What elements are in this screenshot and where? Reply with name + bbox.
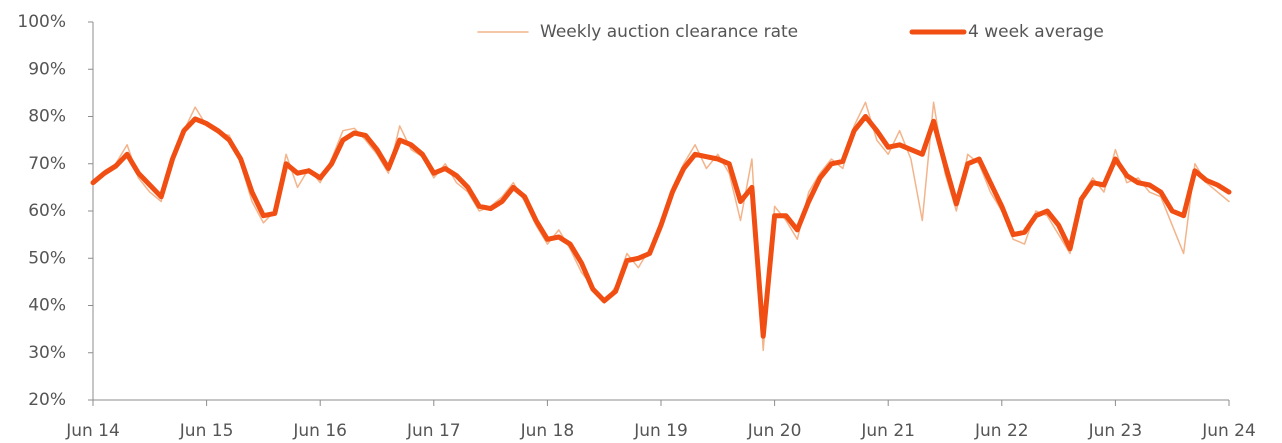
x-tick-label: Jun 21 bbox=[860, 421, 915, 441]
y-tick-label: 60% bbox=[28, 201, 66, 221]
x-tick-label: Jun 15 bbox=[179, 421, 234, 441]
x-tick-label: Jun 19 bbox=[633, 421, 688, 441]
y-tick-label: 100% bbox=[17, 12, 66, 32]
legend-label: Weekly auction clearance rate bbox=[540, 22, 798, 42]
x-tick-label: Jun 16 bbox=[292, 421, 347, 441]
x-tick-label: Jun 18 bbox=[520, 421, 575, 441]
x-tick-label: Jun 17 bbox=[406, 421, 461, 441]
y-tick-label: 80% bbox=[28, 107, 66, 127]
x-tick-label: Jun 20 bbox=[747, 421, 802, 441]
series-line bbox=[90, 114, 1232, 339]
x-tick-label: Jun 14 bbox=[65, 421, 120, 441]
y-tick-label: 50% bbox=[28, 248, 66, 268]
x-tick-label: Jun 23 bbox=[1088, 421, 1143, 441]
y-tick-label: 30% bbox=[28, 343, 66, 363]
y-tick-label: 40% bbox=[28, 296, 66, 316]
y-tick-label: 90% bbox=[28, 59, 66, 79]
x-tick-label: Jun 22 bbox=[974, 421, 1029, 441]
y-tick-label: 70% bbox=[28, 154, 66, 174]
y-tick-label: 20% bbox=[28, 390, 66, 410]
x-tick-label: Jun 24 bbox=[1201, 421, 1256, 441]
legend-label: 4 week average bbox=[968, 22, 1104, 42]
